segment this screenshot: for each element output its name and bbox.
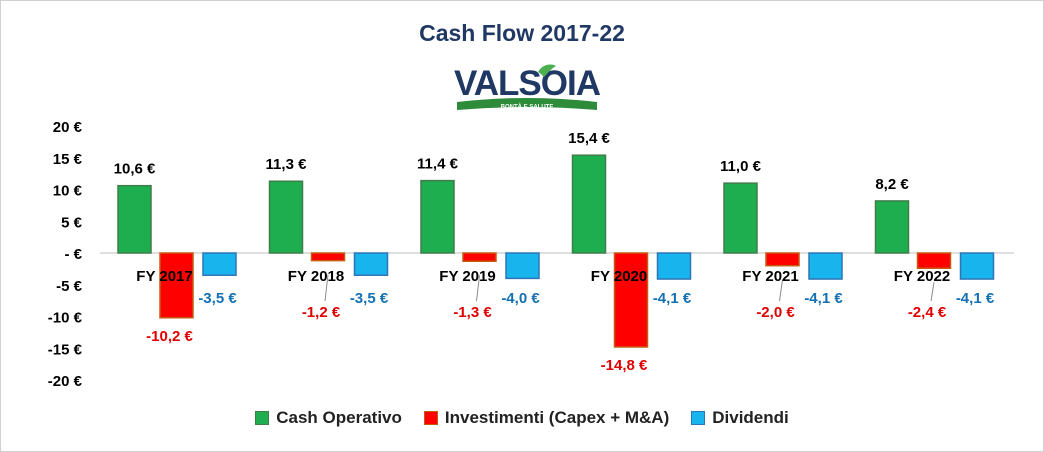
category-label: FY 2021 [742,268,798,285]
data-label: -2,4 € [908,304,947,321]
data-label: -4,0 € [501,290,540,307]
data-label: -4,1 € [653,290,692,307]
bar-cash-operativo [268,180,304,254]
legend-item-investimenti: Investimenti (Capex + M&A) [423,408,670,428]
bar-cash-operativo [723,182,758,254]
y-tick-label: -5 € [56,278,83,295]
leader-line [930,282,935,302]
data-label: 15,4 € [568,130,610,147]
bar-dividendi [202,252,237,276]
data-label: 8,2 € [875,176,909,193]
data-label: 11,4 € [417,156,459,173]
bar-investimenti [613,252,649,348]
data-label: 10,6 € [114,161,156,178]
legend-label-dividendi: Dividendi [712,408,789,427]
bar-cash-operativo [874,200,910,254]
category-label: FY 2022 [894,268,950,285]
legend: Cash Operativo Investimenti (Capex + M&A… [0,408,1044,428]
legend-label-cash-operativo: Cash Operativo [276,408,402,427]
bar-dividendi [808,252,843,280]
y-tick-label: -20 € [48,373,83,390]
bar-investimenti [159,252,194,319]
bar-dividendi [505,252,540,280]
data-label: -2,0 € [756,304,795,321]
y-tick-label: 20 € [53,119,83,136]
chart-title: Cash Flow 2017-22 [419,20,625,46]
category-label: FY 2020 [591,268,647,285]
legend-item-dividendi: Dividendi [691,408,789,428]
legend-label-investimenti: Investimenti (Capex + M&A) [444,408,670,427]
bar-investimenti [310,252,346,262]
leader-line [324,274,329,302]
valsoia-logo: VALSOIA BONTÀ E SALUTE [454,64,602,111]
data-label: -4,1 € [804,290,843,307]
legend-swatch-dividendi [691,411,706,425]
y-tick-label: - € [64,246,82,263]
leader-line [779,279,783,302]
bar-cash-operativo [117,184,152,254]
legend-item-cash-operativo: Cash Operativo [255,408,402,428]
bar-investimenti [462,252,497,263]
bar-dividendi [959,252,995,280]
data-label: -1,3 € [453,304,492,321]
logo-tagline: BONTÀ E SALUTE [501,104,554,111]
leader-line [476,275,480,302]
logo-wordmark: VALSOIA [454,64,601,103]
bar-investimenti [916,252,952,269]
bar-cash-operativo [571,154,607,254]
y-tick-label: 15 € [53,151,83,168]
y-tick-label: 5 € [61,214,83,231]
logo-arc [457,98,597,110]
category-label: FY 2018 [288,268,344,285]
bar-cash-operativo [420,179,455,254]
data-label: -10,2 € [146,328,193,345]
legend-swatch-cash-operativo [255,411,270,425]
bars [117,154,995,348]
category-label: FY 2019 [439,268,495,285]
data-label: 11,3 € [266,156,308,173]
y-tick-label: 10 € [53,183,83,200]
data-labels: 10,6 € -10,2 € -3,5 € 11,3 € -1,2 € -3,5 € 11,… [114,130,995,374]
y-axis-ticks: 20 € 15 € 10 € 5 € - € -5 € -10 € -15 € -20 € [48,119,83,390]
category-label: FY 2017 [136,268,192,285]
bar-dividendi [353,252,389,276]
data-label: 11,0 € [720,158,762,175]
logo-leaf [538,64,556,77]
data-label: -3,5 € [198,290,237,307]
legend-swatch-investimenti [423,411,438,425]
leader-lines [324,274,935,302]
data-label: -1,2 € [302,304,341,321]
data-label: -14,8 € [601,357,648,374]
y-tick-label: -10 € [48,310,83,327]
category-labels: FY 2017 FY 2018 FY 2019 FY 2020 FY 2021 FY 20… [136,268,950,285]
data-label: -4,1 € [956,290,995,307]
bar-dividendi [656,252,692,280]
bar-investimenti [765,252,800,267]
y-tick-label: -15 € [48,341,83,358]
data-label: -3,5 € [350,290,389,307]
